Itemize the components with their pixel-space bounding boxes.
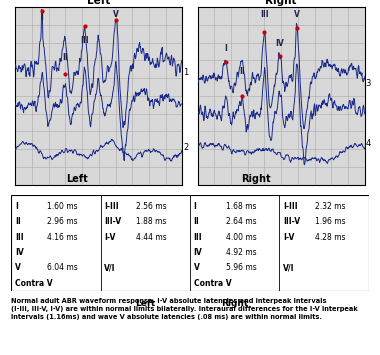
Text: 4.92 ms: 4.92 ms <box>226 248 256 257</box>
Text: 4.00 ms: 4.00 ms <box>226 233 256 242</box>
Text: V: V <box>113 10 119 19</box>
Text: 2: 2 <box>183 143 188 152</box>
Text: IV: IV <box>15 248 24 257</box>
Text: Contra V: Contra V <box>15 279 52 288</box>
Text: 6.04 ms: 6.04 ms <box>47 263 78 272</box>
Text: III-V: III-V <box>104 217 121 226</box>
Text: 2.96 ms: 2.96 ms <box>47 217 78 226</box>
Text: I: I <box>15 202 18 211</box>
Text: 5.96 ms: 5.96 ms <box>226 263 256 272</box>
Text: Left: Left <box>135 299 155 308</box>
Text: I: I <box>224 44 227 53</box>
Text: 4: 4 <box>366 140 371 148</box>
Text: II: II <box>15 217 21 226</box>
Title: Right: Right <box>266 0 297 6</box>
Text: 1.88 ms: 1.88 ms <box>136 217 167 226</box>
Text: V/I: V/I <box>104 263 116 272</box>
Text: I: I <box>41 13 43 22</box>
Text: Right: Right <box>241 174 271 184</box>
Text: III: III <box>81 36 89 45</box>
Text: V: V <box>15 263 21 272</box>
Text: 3: 3 <box>366 79 371 88</box>
Text: Normal adult ABR waveform response. I-V absolute latencies and interpeak interva: Normal adult ABR waveform response. I-V … <box>11 298 358 320</box>
Text: 1.68 ms: 1.68 ms <box>226 202 256 211</box>
Text: IV: IV <box>193 248 202 257</box>
Text: V: V <box>193 263 200 272</box>
Text: I-III: I-III <box>283 202 298 211</box>
Text: 4.44 ms: 4.44 ms <box>136 233 167 242</box>
Text: 2.32 ms: 2.32 ms <box>315 202 345 211</box>
Text: I-V: I-V <box>104 233 116 242</box>
Text: I-III: I-III <box>104 202 119 211</box>
Text: 1: 1 <box>183 67 188 77</box>
Text: II: II <box>62 53 68 62</box>
Text: II: II <box>239 67 245 76</box>
Text: Right: Right <box>221 299 248 308</box>
Text: 2.64 ms: 2.64 ms <box>226 217 256 226</box>
Text: 4.28 ms: 4.28 ms <box>315 233 345 242</box>
Title: Left: Left <box>87 0 111 6</box>
Text: I: I <box>193 202 196 211</box>
Text: III: III <box>260 10 269 19</box>
Text: III: III <box>193 233 202 242</box>
Text: 1.96 ms: 1.96 ms <box>315 217 346 226</box>
Text: Contra V: Contra V <box>193 279 231 288</box>
Text: II: II <box>193 217 200 226</box>
Text: V: V <box>294 10 300 19</box>
Text: 4.16 ms: 4.16 ms <box>47 233 78 242</box>
Text: Left: Left <box>66 174 89 184</box>
Text: 1.60 ms: 1.60 ms <box>47 202 78 211</box>
Text: IV: IV <box>276 39 284 48</box>
Text: V/I: V/I <box>283 263 294 272</box>
Text: I-V: I-V <box>283 233 294 242</box>
Text: III: III <box>15 233 24 242</box>
Text: III-V: III-V <box>283 217 300 226</box>
Text: 2.56 ms: 2.56 ms <box>136 202 167 211</box>
